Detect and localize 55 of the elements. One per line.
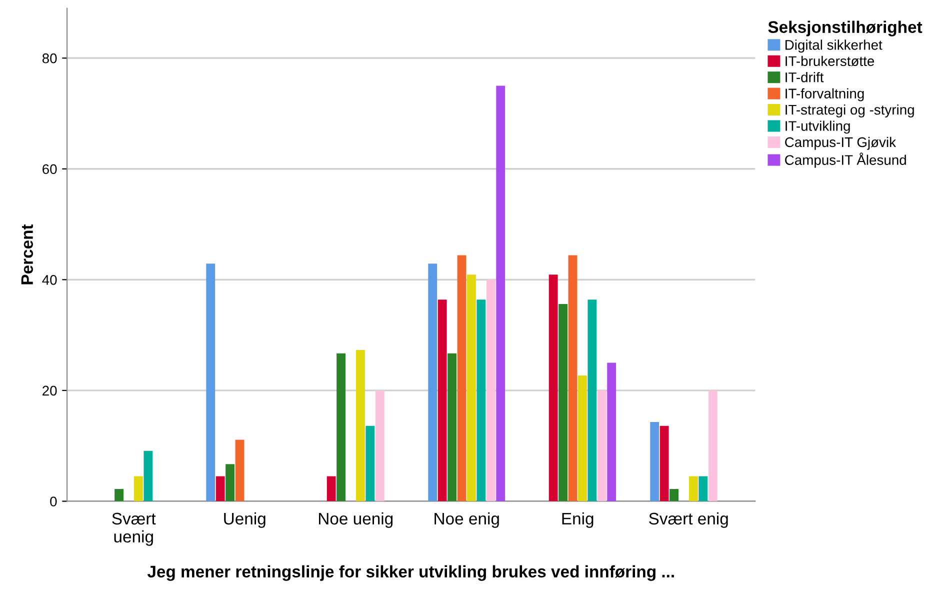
bar <box>496 86 506 502</box>
bar <box>375 390 384 502</box>
bar <box>336 353 346 502</box>
y-tick-label: 80 <box>42 53 57 64</box>
bar <box>698 476 708 502</box>
bar <box>457 255 466 502</box>
legend-label: Digital sikkerhet <box>786 40 882 53</box>
bar <box>607 362 616 502</box>
bar <box>326 476 336 502</box>
bar <box>568 255 578 502</box>
x-axis-title: Jeg mener retningslinje for sikker utvikling brukes ved innføring ... <box>147 565 674 581</box>
x-tick-label: Svært enig <box>649 512 728 528</box>
legend-label: Campus-IT Ålesund <box>785 152 906 168</box>
y-tick-label: 40 <box>42 275 57 285</box>
bar <box>588 300 597 502</box>
y-tick-label: 0 <box>50 496 57 506</box>
bar <box>670 489 678 502</box>
bar <box>688 476 698 502</box>
bar <box>206 264 216 502</box>
x-tick-label: Svært uenig <box>112 512 156 546</box>
x-tick-label: Noe uenig <box>318 512 393 528</box>
bar <box>650 422 660 502</box>
legend-label: IT-forvaltning <box>786 88 864 102</box>
x-tick-label: Enig <box>562 512 594 528</box>
legend-label: IT-brukerstøtte <box>786 56 874 66</box>
bar <box>708 390 718 502</box>
bar <box>356 350 365 502</box>
bar <box>448 353 457 502</box>
legend-label: Campus-IT Gjøvik <box>785 136 896 150</box>
bar <box>438 300 447 502</box>
bar <box>235 440 244 502</box>
bar <box>467 274 476 502</box>
bar <box>428 264 438 502</box>
bar <box>134 476 143 502</box>
bar <box>486 280 496 502</box>
bar <box>660 426 669 502</box>
legend-label: IT-utvikling <box>786 120 850 134</box>
bar <box>548 274 558 502</box>
legend-title: Seksjonstilhørighet <box>768 20 922 36</box>
y-tick-label: 60 <box>42 164 57 174</box>
bar <box>578 376 587 502</box>
bar <box>114 489 124 502</box>
bar <box>226 464 235 502</box>
x-tick-label: Uenig <box>224 512 266 528</box>
bar <box>216 476 225 502</box>
bar <box>476 300 486 502</box>
bar <box>366 426 375 502</box>
bar <box>558 304 568 502</box>
y-axis-title: Percent <box>21 224 34 284</box>
x-tick-label: Noe enig <box>434 512 499 528</box>
legend-label: IT-strategi og -styring <box>786 104 914 118</box>
y-tick-label: 20 <box>42 386 57 396</box>
legend-label: IT-drift <box>786 72 824 82</box>
bar <box>597 390 606 502</box>
bar <box>144 450 153 502</box>
